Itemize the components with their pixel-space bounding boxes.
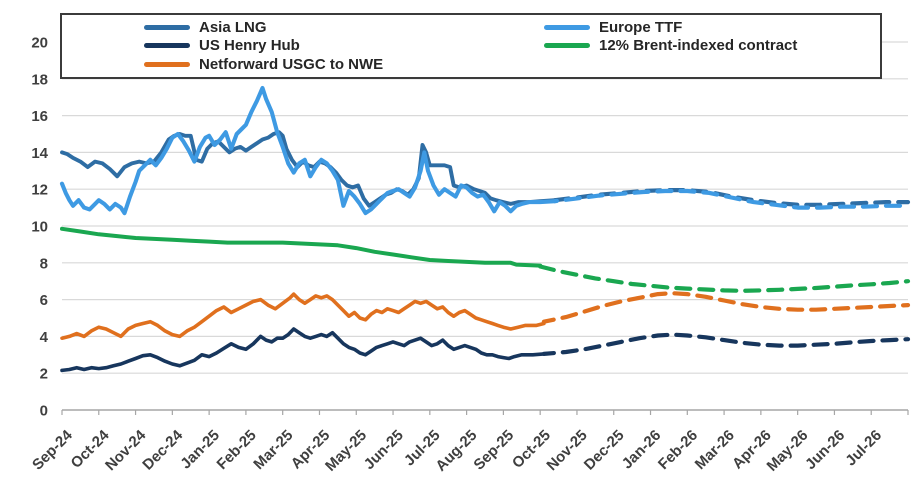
brent-indexed-swatch-icon <box>544 43 590 49</box>
x-tick-label: Jun-26 <box>802 427 848 473</box>
x-tick-label: Dec-25 <box>581 427 628 474</box>
x-tick-label: Feb-26 <box>655 427 701 473</box>
legend-label-brent-indexed: 12% Brent-indexed contract <box>599 37 798 55</box>
y-tick-label: 18 <box>31 71 48 88</box>
x-tick-label: Nov-25 <box>543 427 590 474</box>
us-henry-hub-line-solid <box>60 327 546 373</box>
legend-label-us-henry-hub: US Henry Hub <box>199 37 300 55</box>
y-tick-label: 8 <box>40 255 48 272</box>
x-tick-label: Mar-25 <box>250 427 296 473</box>
europe-ttf-line-solid <box>59 85 557 216</box>
netforward-line-dashed <box>541 291 911 324</box>
europe-ttf-swatch-icon <box>544 24 590 30</box>
x-tick-label: Aug-25 <box>432 427 480 475</box>
us-henry-hub-swatch-icon <box>144 43 190 49</box>
netforward-swatch-icon <box>144 62 190 68</box>
x-tick-label: May-26 <box>763 427 811 475</box>
x-axis-labels: Sep-24Oct-24Nov-24Dec-24Jan-25Feb-25Mar-… <box>29 426 885 474</box>
legend-item-netforward: Netforward USGC to NWE <box>144 57 544 72</box>
x-tick-label: Jan-26 <box>619 427 665 473</box>
asia-lng-swatch-icon <box>144 24 190 30</box>
brent-indexed-line-dashed <box>538 264 911 293</box>
x-tick-label: Jul-26 <box>842 427 885 470</box>
x-tick-label: Jan-25 <box>177 427 223 473</box>
x-tick-label: May-25 <box>322 427 370 475</box>
legend-label-europe-ttf: Europe TTF <box>599 18 683 36</box>
y-tick-label: 20 <box>31 35 48 52</box>
y-tick-label: 0 <box>40 403 48 420</box>
x-tick-label: Jun-25 <box>361 427 407 473</box>
x-tick-label: Sep-25 <box>470 427 517 474</box>
legend-item-us-henry-hub: US Henry Hub <box>144 38 544 53</box>
y-axis-labels: 0 2 4 6 8 10 12 14 16 18 20 <box>31 35 48 420</box>
legend-item-asia-lng: Asia LNG <box>144 20 544 35</box>
us-henry-hub-line-dashed <box>541 332 911 356</box>
x-tick-label: Dec-24 <box>139 426 186 473</box>
legend-item-europe-ttf: Europe TTF <box>544 20 874 35</box>
legend-item-brent-indexed: 12% Brent-indexed contract <box>544 38 874 53</box>
x-tick-label: Sep-24 <box>29 426 76 473</box>
legend-label-netforward: Netforward USGC to NWE <box>199 56 384 74</box>
x-tick-label: Nov-24 <box>102 426 150 474</box>
y-tick-label: 6 <box>40 292 48 309</box>
chart-legend: Asia LNG US Henry Hub Netforward USGC to… <box>60 13 882 79</box>
netforward-line-solid <box>60 292 546 341</box>
brent-indexed-line-solid <box>60 226 543 268</box>
y-tick-label: 16 <box>31 108 48 125</box>
y-tick-label: 4 <box>40 329 49 346</box>
x-tick-label: Feb-25 <box>214 427 260 473</box>
legend-label-asia-lng: Asia LNG <box>199 18 267 36</box>
y-tick-label: 2 <box>40 366 48 383</box>
x-axis <box>61 409 909 415</box>
europe-ttf-line-dashed <box>552 188 911 210</box>
y-tick-label: 12 <box>31 182 48 199</box>
y-tick-label: 14 <box>31 145 48 162</box>
x-tick-label: Mar-26 <box>692 427 738 473</box>
y-tick-label: 10 <box>31 219 48 236</box>
